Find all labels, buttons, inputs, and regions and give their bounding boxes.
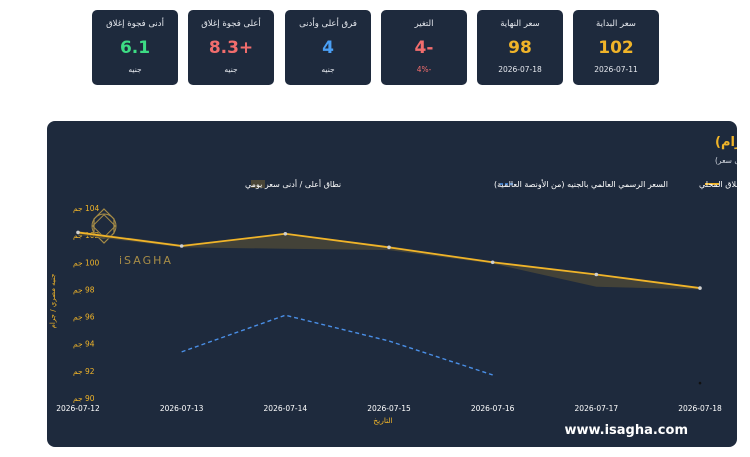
point: [698, 286, 702, 290]
card-sub: 2026-07-11: [594, 65, 638, 74]
y-tick-label: 92 جم: [73, 367, 95, 376]
stat-card: التغير 4- 4%-: [381, 10, 467, 85]
x-tick-label: 2026-07-17: [575, 404, 619, 413]
x-axis-label: التاريخ: [373, 416, 392, 425]
x-tick-label: 2026-07-15: [367, 404, 411, 413]
chart-title: السعر المحلي مقابل السعر الرسمي العالمي …: [715, 135, 737, 150]
series-line: [181, 314, 493, 376]
card-label: أدنى فجوة إغلاق: [106, 19, 164, 29]
card-value: 98: [508, 38, 532, 58]
legend-swatch: [251, 180, 265, 188]
point: [490, 260, 495, 265]
y-tick-label: 98 جم: [73, 285, 95, 294]
chart: السعر المحلي مقابل السعر الرسمي العالمي …: [49, 135, 750, 438]
card-value: 6.1: [119, 38, 151, 58]
y-tick-label: 104 جم: [73, 204, 100, 213]
x-tick-label: 2026-07-14: [264, 404, 308, 413]
range-band: [78, 231, 700, 290]
point: [387, 245, 391, 250]
card-value: 4-: [414, 38, 434, 58]
card-sub: جنيه: [321, 65, 335, 74]
point: [179, 244, 184, 248]
y-tick-label: 90 جم: [73, 394, 95, 403]
card-value: 102: [598, 38, 634, 58]
x-tick-label: 2026-07-18: [678, 404, 722, 413]
card-sub: جنيه: [224, 65, 238, 74]
watermark: iSAGHA: [119, 254, 173, 267]
chart-panel: السعر المحلي مقابل السعر الرسمي العالمي …: [47, 121, 750, 447]
point: [698, 381, 702, 385]
point: [594, 272, 599, 277]
stat-card: أعلى فجوة إغلاق 8.3+ جنيه: [188, 10, 274, 85]
stat-card: أدنى فجوة إغلاق 6.1 جنيه: [92, 10, 178, 85]
card-label: سعر النهاية: [500, 19, 540, 29]
card-label: أعلى فجوة إغلاق: [201, 19, 261, 29]
y-tick-label: 94 جم: [73, 340, 95, 349]
point: [76, 230, 80, 235]
card-value: 4: [322, 38, 334, 58]
x-tick-label: 2026-07-13: [160, 404, 204, 413]
website: www.isagha.com: [564, 423, 688, 438]
legend-label: نطاق أعلى / أدنى سعر يومي: [245, 179, 341, 189]
point: [283, 231, 288, 236]
y-tick-label: 96 جم: [73, 313, 95, 322]
card-value: 8.3+: [208, 38, 254, 58]
legend-label: السعر الرسمي العالمي بالجنيه (من الأونصة…: [494, 179, 668, 189]
stat-card: سعر النهاية 98 2026-07-18: [477, 10, 563, 85]
y-axis-label: جنيه مصري / جرام: [49, 274, 57, 329]
card-sub: جنيه: [128, 65, 142, 74]
legend-label: سعر الإغلاق المحلي: [699, 180, 737, 190]
chart-subtitle: المنطقة المظللة تمثل نطاق التذبذب اليومي…: [715, 155, 737, 165]
y-tick-label: 100 جم: [73, 258, 100, 267]
x-tick-label: 2026-07-12: [56, 404, 100, 413]
stat-card: فرق أعلى وأدنى 4 جنيه: [285, 10, 371, 85]
card-sub: 2026-07-18: [498, 65, 542, 74]
stat-card: سعر البداية 102 2026-07-11: [573, 10, 659, 85]
card-label: فرق أعلى وأدنى: [299, 19, 357, 29]
card-label: سعر البداية: [596, 19, 636, 29]
x-tick-label: 2026-07-16: [471, 404, 515, 413]
card-sub: 4%-: [416, 65, 432, 74]
card-label: التغير: [414, 19, 434, 29]
